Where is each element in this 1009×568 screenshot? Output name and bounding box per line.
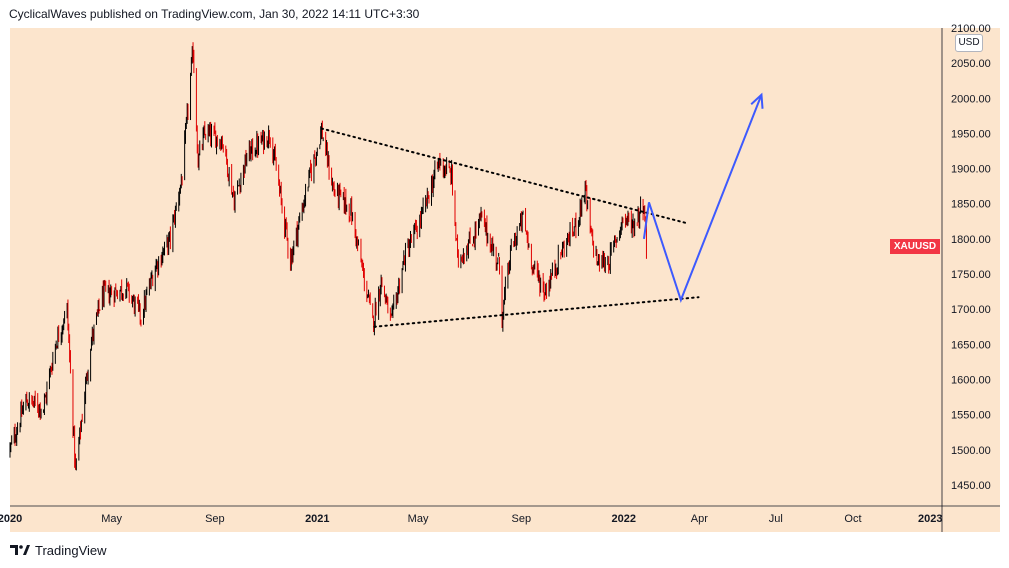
last-price-badge: XAUUSD bbox=[890, 239, 940, 254]
price-tick-label: 1900.00 bbox=[951, 164, 991, 176]
tradingview-logo-icon bbox=[10, 545, 30, 555]
price-tick-label: 1800.00 bbox=[951, 234, 991, 246]
price-axis-labels: 2100.00 2050.00 2000.00 1950.00 1900.00 1850.… bbox=[951, 23, 991, 492]
publisher-caption: CyclicalWaves published on TradingView.c… bbox=[9, 7, 420, 21]
trendline bbox=[373, 296, 700, 328]
price-tick-label: 2100.00 bbox=[951, 23, 991, 35]
time-tick-label: Sep bbox=[512, 513, 532, 525]
price-tick-label: 1950.00 bbox=[951, 128, 991, 140]
time-tick-label: 2022 bbox=[612, 513, 636, 525]
price-tick-label: 1750.00 bbox=[951, 269, 991, 281]
trendlines-layer bbox=[320, 127, 700, 328]
time-tick-label: 2021 bbox=[305, 513, 329, 525]
price-tick-label: 2000.00 bbox=[951, 93, 991, 105]
price-tick-label: 1500.00 bbox=[951, 445, 991, 457]
plot-background bbox=[10, 28, 942, 506]
time-tick-label: Sep bbox=[205, 513, 225, 525]
price-tick-label: 1550.00 bbox=[951, 410, 991, 422]
time-tick-label: 2020 bbox=[0, 513, 22, 525]
time-tick-label: May bbox=[408, 513, 429, 525]
price-tick-label: 2050.00 bbox=[951, 58, 991, 70]
trendline bbox=[320, 127, 687, 224]
time-tick-label: 2023 bbox=[918, 513, 942, 525]
footer-brand: TradingView bbox=[35, 542, 107, 558]
price-tick-label: 1650.00 bbox=[951, 339, 991, 351]
time-tick-label: Apr bbox=[691, 513, 708, 525]
time-tick-label: Jul bbox=[769, 513, 783, 525]
price-tick-label: 1600.00 bbox=[951, 374, 991, 386]
price-tick-label: 1700.00 bbox=[951, 304, 991, 316]
time-tick-label: Oct bbox=[844, 513, 861, 525]
projection-arrowhead-icon bbox=[750, 92, 764, 109]
time-axis-background bbox=[10, 506, 1000, 532]
projection-path bbox=[642, 94, 763, 303]
projection-layer bbox=[642, 92, 764, 303]
time-axis-labels: 2020 May Sep 2021 May Sep 2022 Apr Jul Oct 2023 bbox=[0, 513, 942, 525]
time-tick-label: May bbox=[101, 513, 122, 525]
footer: TradingView bbox=[10, 541, 107, 559]
price-tick-label: 1450.00 bbox=[951, 480, 991, 492]
currency-box[interactable]: USD bbox=[955, 34, 983, 52]
candles-layer bbox=[9, 42, 647, 471]
price-axis-background bbox=[942, 28, 1000, 506]
price-tick-label: 1850.00 bbox=[951, 199, 991, 211]
